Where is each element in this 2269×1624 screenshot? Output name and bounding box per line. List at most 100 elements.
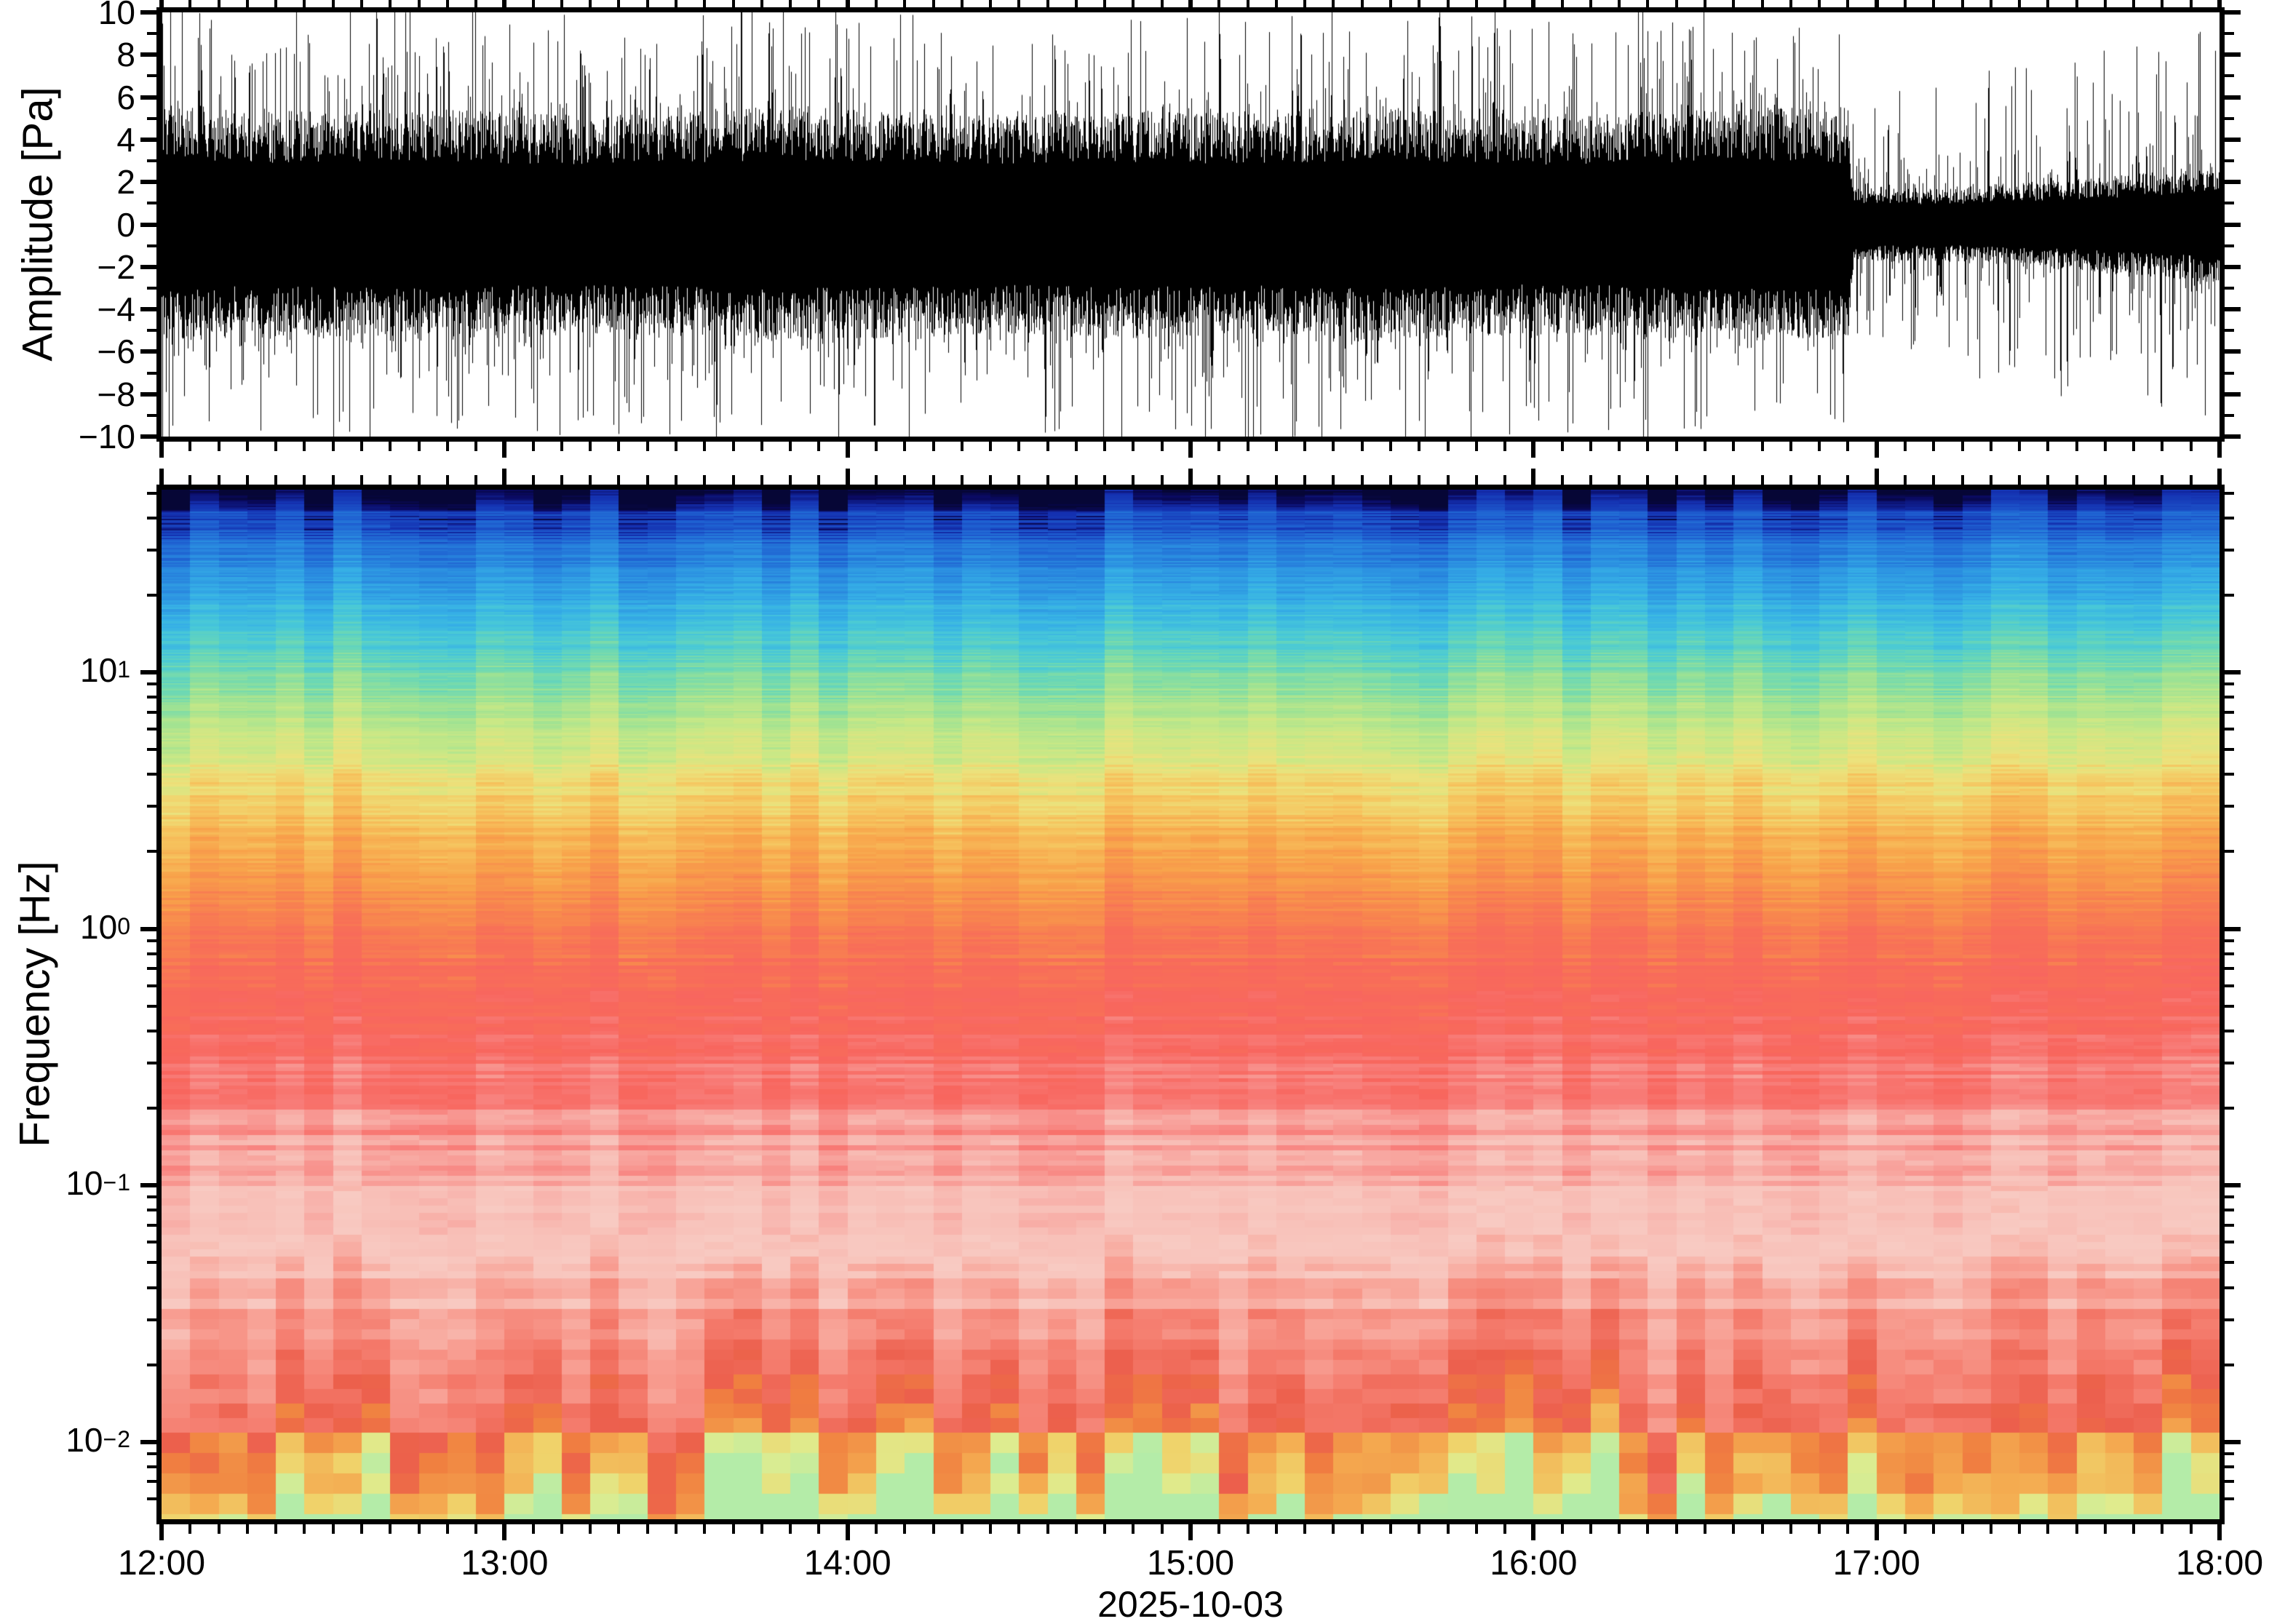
axis-tick bbox=[140, 392, 156, 397]
axis-tick bbox=[646, 442, 649, 451]
axis-tick bbox=[817, 0, 820, 7]
axis-tick bbox=[140, 10, 156, 15]
axis-tick bbox=[2075, 1524, 2078, 1534]
axis-tick bbox=[1361, 475, 1364, 485]
axis-tick bbox=[1161, 1524, 1164, 1534]
axis-tick bbox=[1818, 0, 1821, 7]
axis-tick bbox=[1046, 442, 1049, 451]
axis-tick bbox=[589, 0, 592, 7]
axis-tick bbox=[1561, 0, 1564, 7]
axis-tick bbox=[1531, 0, 1535, 7]
axis-tick bbox=[1161, 0, 1164, 7]
axis-tick bbox=[1675, 475, 1678, 485]
axis-tick bbox=[2225, 984, 2234, 987]
axis-tick bbox=[2132, 0, 2135, 7]
waveform-y-tick-label: −2 bbox=[97, 247, 135, 286]
axis-tick bbox=[360, 475, 363, 485]
axis-tick bbox=[147, 1195, 156, 1198]
axis-tick bbox=[2225, 1497, 2234, 1500]
spectrogram-y-tick-label: 10−1 bbox=[65, 1164, 131, 1203]
axis-tick bbox=[147, 1452, 156, 1455]
axis-tick bbox=[1561, 1524, 1564, 1534]
axis-tick bbox=[1531, 469, 1535, 485]
axis-tick bbox=[1361, 0, 1364, 7]
axis-tick bbox=[961, 1524, 963, 1534]
axis-tick bbox=[1875, 0, 1879, 7]
waveform-y-tick-label: −6 bbox=[97, 333, 135, 371]
axis-tick bbox=[140, 95, 156, 100]
axis-tick bbox=[817, 1524, 820, 1534]
axis-tick bbox=[303, 442, 306, 451]
axis-tick bbox=[1704, 0, 1706, 7]
spectrogram-y-axis-title: Frequency [Hz] bbox=[11, 861, 59, 1147]
axis-tick bbox=[1418, 475, 1420, 485]
axis-tick bbox=[2225, 773, 2234, 776]
axis-tick bbox=[1275, 0, 1278, 7]
axis-tick bbox=[1904, 442, 1907, 451]
axis-tick bbox=[147, 1497, 156, 1500]
axis-tick bbox=[140, 1440, 156, 1444]
axis-tick bbox=[2225, 307, 2241, 311]
axis-tick bbox=[617, 442, 620, 451]
axis-tick bbox=[1475, 442, 1478, 451]
axis-tick bbox=[1103, 0, 1106, 7]
axis-tick bbox=[2225, 414, 2234, 417]
axis-tick bbox=[1275, 442, 1278, 451]
axis-tick bbox=[1361, 442, 1364, 451]
axis-tick bbox=[2225, 670, 2241, 674]
axis-tick bbox=[1075, 475, 1078, 485]
axis-tick bbox=[1789, 1524, 1792, 1534]
axis-tick bbox=[532, 475, 535, 485]
axis-tick bbox=[1103, 475, 1106, 485]
axis-tick bbox=[2225, 1030, 2234, 1032]
axis-tick bbox=[332, 475, 335, 485]
axis-tick bbox=[1732, 1524, 1735, 1534]
axis-tick bbox=[2075, 442, 2078, 451]
axis-tick bbox=[2225, 967, 2234, 970]
axis-tick bbox=[303, 475, 306, 485]
axis-tick bbox=[2225, 1364, 2234, 1366]
waveform-y-tick-label: −10 bbox=[78, 418, 135, 455]
axis-tick bbox=[140, 180, 156, 184]
waveform-y-tick-label: 4 bbox=[116, 120, 135, 159]
axis-tick bbox=[2225, 244, 2234, 247]
axis-tick bbox=[2018, 1524, 2021, 1534]
axis-tick bbox=[532, 0, 535, 7]
axis-tick bbox=[1961, 442, 1964, 451]
axis-tick bbox=[418, 442, 421, 451]
axis-tick bbox=[1904, 475, 1907, 485]
axis-tick bbox=[1447, 475, 1450, 485]
axis-tick bbox=[1418, 1524, 1420, 1534]
axis-tick bbox=[218, 0, 220, 7]
axis-tick bbox=[2225, 117, 2234, 120]
axis-tick bbox=[1217, 442, 1220, 451]
axis-tick bbox=[2225, 682, 2234, 685]
axis-tick bbox=[1275, 1524, 1278, 1534]
axis-tick bbox=[961, 0, 963, 7]
axis-tick bbox=[675, 1524, 677, 1534]
axis-tick bbox=[1447, 442, 1450, 451]
axis-tick bbox=[147, 287, 156, 290]
axis-tick bbox=[147, 74, 156, 77]
axis-tick bbox=[703, 442, 706, 451]
axis-tick bbox=[2046, 0, 2049, 7]
x-axis-date-label: 2025-10-03 bbox=[1097, 1584, 1284, 1624]
spectrogram-canvas bbox=[162, 490, 2220, 1519]
axis-tick bbox=[147, 1241, 156, 1243]
axis-tick bbox=[1675, 1524, 1678, 1534]
axis-tick bbox=[140, 927, 156, 931]
axis-tick bbox=[2046, 442, 2049, 451]
axis-tick bbox=[2225, 180, 2241, 184]
axis-tick bbox=[1818, 442, 1821, 451]
x-tick-label: 15:00 bbox=[1146, 1544, 1235, 1583]
axis-tick bbox=[846, 469, 850, 485]
axis-tick bbox=[1247, 475, 1249, 485]
axis-tick bbox=[246, 0, 249, 7]
axis-tick bbox=[1990, 475, 1992, 485]
axis-tick bbox=[1761, 0, 1764, 7]
x-tick-label: 16:00 bbox=[1490, 1544, 1578, 1583]
axis-tick bbox=[1818, 1524, 1821, 1534]
axis-tick bbox=[1846, 1524, 1849, 1534]
axis-tick bbox=[1303, 0, 1306, 7]
axis-tick bbox=[1188, 442, 1193, 458]
